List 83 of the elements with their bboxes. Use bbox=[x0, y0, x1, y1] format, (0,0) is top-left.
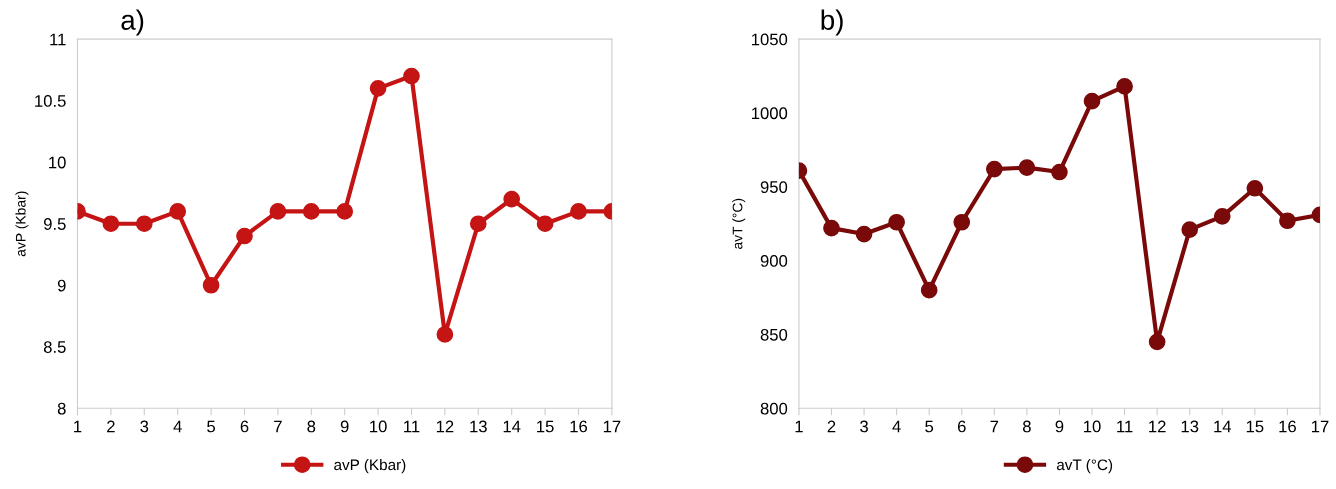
point bbox=[436, 326, 454, 343]
y-tick-label: 950 bbox=[760, 181, 788, 193]
x-tick-label: 7 bbox=[990, 420, 999, 433]
x-tick-label: 16 bbox=[570, 420, 588, 433]
x-tick-label: 4 bbox=[173, 420, 182, 433]
y-tick-label: 850 bbox=[760, 328, 788, 341]
point bbox=[536, 215, 554, 233]
point bbox=[269, 203, 287, 220]
point bbox=[369, 80, 387, 97]
y-axis-title: avP (Kbar) bbox=[15, 191, 29, 257]
x-tick-label: 14 bbox=[503, 420, 521, 433]
x-tick-label: 9 bbox=[1055, 420, 1064, 433]
point bbox=[855, 225, 873, 243]
point bbox=[1181, 221, 1199, 238]
x-tick-label: 17 bbox=[603, 420, 621, 433]
x-tick-label: 2 bbox=[827, 420, 836, 433]
x-tick-label: 2 bbox=[107, 420, 115, 433]
point bbox=[823, 219, 840, 237]
x-tick-label: 12 bbox=[436, 420, 454, 433]
x-tick-label: 3 bbox=[860, 420, 868, 433]
x-tick-label: 11 bbox=[404, 420, 420, 433]
y-tick-label: 8.5 bbox=[43, 341, 66, 353]
x-tick-label: 5 bbox=[207, 420, 216, 433]
point bbox=[1246, 179, 1264, 197]
point bbox=[135, 215, 153, 233]
x-tick-label: 8 bbox=[307, 420, 316, 433]
point bbox=[570, 203, 587, 220]
legend-label: avP (Kbar) bbox=[334, 458, 406, 474]
point bbox=[888, 213, 905, 231]
point bbox=[169, 203, 187, 220]
y-tick-label: 1000 bbox=[752, 107, 788, 120]
point bbox=[336, 203, 354, 220]
x-tick-label: 1 bbox=[74, 420, 82, 433]
x-tick-label: 10 bbox=[1084, 420, 1101, 433]
chart-title: b) bbox=[821, 9, 843, 36]
point bbox=[403, 67, 420, 85]
point bbox=[302, 203, 320, 220]
legend-label: avT (°C) bbox=[1056, 458, 1113, 474]
x-tick-label: 13 bbox=[470, 420, 487, 433]
y-tick-label: 8 bbox=[57, 402, 66, 415]
y-tick-label: 800 bbox=[760, 402, 788, 415]
point bbox=[920, 281, 938, 299]
point bbox=[1116, 78, 1133, 95]
x-tick-label: 8 bbox=[1022, 420, 1031, 433]
x-tick-label: 3 bbox=[140, 420, 149, 433]
point bbox=[102, 215, 120, 233]
x-tick-label: 15 bbox=[537, 420, 554, 433]
x-tick-label: 9 bbox=[340, 420, 349, 433]
x-tick-label: 4 bbox=[892, 420, 901, 433]
x-tick-label: 10 bbox=[370, 420, 387, 433]
y-axis-title: avT (°C) bbox=[732, 198, 746, 249]
y-tick-label: 1050 bbox=[752, 33, 788, 46]
x-tick-label: 6 bbox=[957, 420, 966, 433]
x-tick-label: 11 bbox=[1117, 420, 1133, 433]
x-tick-label: 12 bbox=[1149, 420, 1166, 433]
point bbox=[503, 190, 521, 208]
point bbox=[1018, 159, 1036, 176]
x-tick-label: 13 bbox=[1181, 420, 1199, 433]
x-tick-label: 16 bbox=[1279, 420, 1296, 433]
y-tick-label: 10 bbox=[49, 156, 66, 169]
point bbox=[1279, 212, 1296, 230]
point bbox=[202, 276, 220, 294]
x-tick-label: 17 bbox=[1311, 420, 1329, 433]
y-tick-label: 9.5 bbox=[43, 218, 66, 230]
x-tick-label: 14 bbox=[1214, 420, 1232, 433]
point bbox=[236, 227, 253, 245]
y-tick-label: 10.5 bbox=[35, 95, 66, 107]
y-tick-label: 11 bbox=[50, 33, 66, 46]
x-tick-label: 1 bbox=[795, 420, 803, 433]
point bbox=[953, 213, 971, 231]
y-tick-label: 900 bbox=[760, 255, 788, 267]
x-tick-label: 5 bbox=[925, 420, 934, 433]
point bbox=[469, 215, 487, 233]
y-tick-label: 9 bbox=[57, 279, 66, 292]
point bbox=[1213, 207, 1231, 225]
x-tick-label: 15 bbox=[1246, 420, 1264, 433]
point bbox=[985, 160, 1003, 178]
point bbox=[1148, 333, 1166, 351]
chart-title: a) bbox=[121, 9, 144, 36]
point bbox=[1083, 92, 1101, 110]
x-tick-label: 6 bbox=[240, 420, 249, 433]
x-tick-label: 7 bbox=[274, 420, 282, 433]
point bbox=[1051, 163, 1068, 181]
